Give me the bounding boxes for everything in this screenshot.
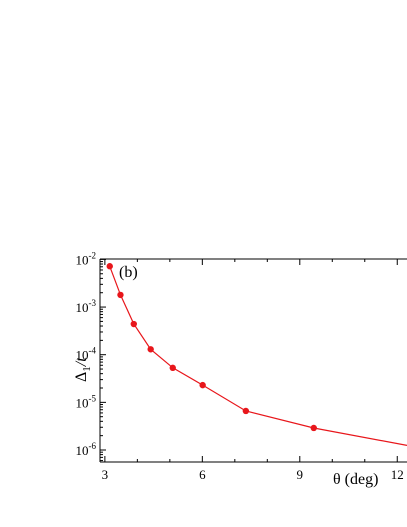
x-tick-label: 6 (199, 467, 206, 482)
series-line (109, 265, 407, 446)
y-tick-label: 10-4 (76, 346, 97, 363)
y-tick-label: 10-2 (76, 250, 97, 267)
data-point (242, 407, 250, 415)
y-tick-label: 10-5 (76, 393, 97, 410)
tick-marks (100, 258, 398, 462)
y-axis-title-tail: /t (73, 357, 90, 367)
y-tick-label: 10-6 (76, 441, 97, 458)
data-point (117, 291, 124, 299)
data-point (147, 346, 154, 353)
y-axis-title-main: Δ (73, 372, 90, 382)
y-axis-title: Δ1/t (73, 357, 93, 382)
data-point (130, 320, 137, 328)
y-tick-labels: 10-2 10-3 10-4 10-5 10-6 (76, 250, 97, 458)
data-series (106, 263, 407, 446)
x-tick-label: 3 (102, 467, 109, 482)
axes-frame (99, 258, 407, 463)
svg-text:Δ1/t: Δ1/t (73, 357, 93, 382)
x-tick-label: 12 (391, 467, 404, 482)
data-point (199, 381, 206, 389)
x-tick-labels: 3 6 9 12 (102, 467, 404, 482)
y-axis-title-sub: 1 (81, 366, 93, 372)
panel-label: (b) (119, 264, 138, 281)
data-point (106, 263, 113, 270)
y-tick-label: 10-3 (76, 298, 97, 315)
x-tick-label: 9 (297, 467, 304, 482)
data-point (169, 364, 176, 372)
x-axis-title: θ (deg) (333, 471, 378, 488)
data-point (310, 424, 317, 432)
